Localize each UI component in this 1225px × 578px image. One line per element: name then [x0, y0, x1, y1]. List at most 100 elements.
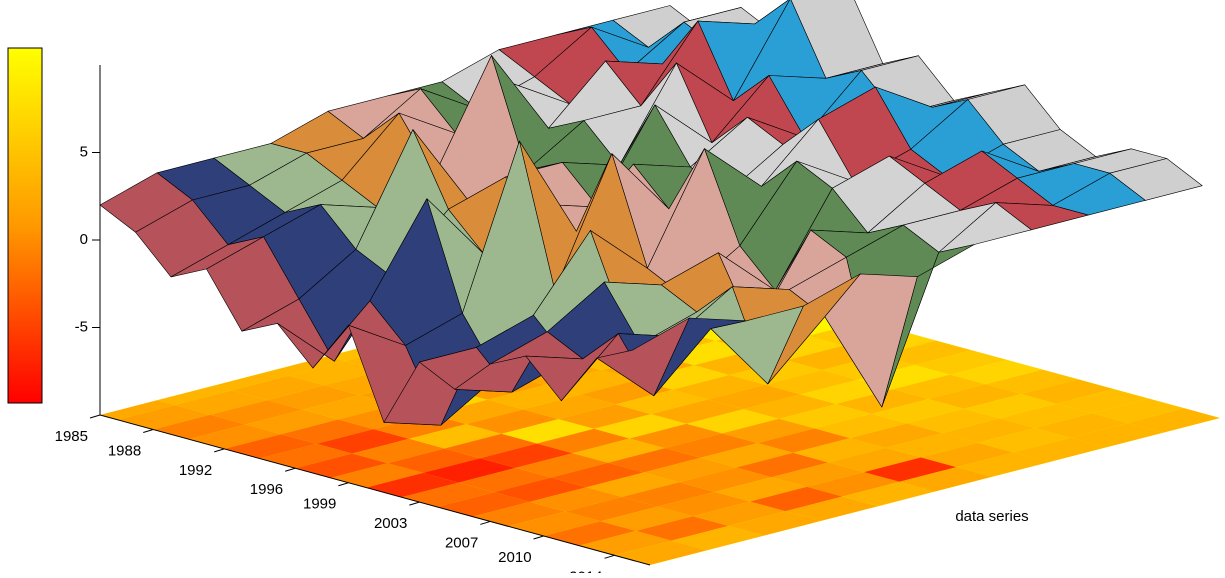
heatmap-cell [188, 424, 282, 449]
heatmap-cell [672, 375, 766, 400]
heatmap-cell [985, 369, 1079, 394]
z-tick-label: 0 [80, 231, 88, 248]
heatmap-cell [1070, 423, 1163, 448]
z-tick-label: -5 [75, 318, 88, 335]
heatmap-cell [1092, 398, 1185, 423]
heatmap-cell [914, 350, 1008, 375]
heatmap-cell [409, 424, 502, 449]
heatmap-cell [871, 399, 965, 424]
heatmap-cell [352, 438, 445, 464]
heatmap-cell [117, 405, 211, 430]
heatmap-cell [157, 385, 232, 406]
heatmap-cell [281, 419, 374, 444]
heatmap-cell [757, 428, 851, 453]
heatmap-cell [1021, 379, 1114, 404]
heatmap-cell [864, 457, 957, 482]
heatmap-cell [586, 472, 680, 497]
heatmap-cell [466, 409, 559, 434]
x-tick [338, 482, 349, 487]
heatmap-cell [523, 394, 616, 420]
x-tick [480, 520, 491, 525]
heatmap-cell [885, 433, 978, 458]
heatmap-cell [657, 491, 750, 517]
x-tick-label: 2010 [498, 549, 531, 566]
heatmap-cell [879, 340, 972, 365]
heatmap-cell [444, 433, 538, 459]
x-axis [99, 414, 651, 566]
x-tick [285, 467, 296, 472]
heatmap-cell [793, 438, 886, 463]
heatmap-cell [629, 423, 723, 449]
heatmap-cell [665, 433, 758, 458]
heatmap-cell [316, 429, 410, 454]
heatmap-cell [714, 477, 807, 502]
heatmap-cell [288, 361, 382, 386]
heatmap-cell [366, 472, 459, 498]
heatmap-cell [828, 447, 921, 473]
heatmap-cell [614, 540, 707, 565]
heatmap-cell [245, 409, 339, 435]
heatmap-cell [224, 434, 317, 459]
heatmap-cell [472, 501, 566, 527]
heatmap-cell [899, 467, 992, 492]
heatmap-cell [210, 400, 303, 425]
heatmap-cell [153, 414, 246, 440]
heatmap-cell [1013, 437, 1106, 463]
heatmap-cell [529, 487, 623, 512]
heatmap-cell [302, 395, 396, 420]
heatmap-cell [736, 452, 829, 478]
heatmap-cell [671, 525, 764, 551]
x-tick [214, 448, 225, 453]
x-tick-label: 2003 [374, 515, 407, 532]
heatmap-cell [807, 472, 900, 497]
heatmap-cell [480, 443, 573, 468]
heatmap-cell [267, 385, 360, 410]
heatmap-cell [401, 482, 495, 507]
heatmap-cell [907, 408, 1000, 434]
heatmap-cell [551, 462, 644, 488]
heatmap-cell [572, 438, 666, 463]
x-tick [604, 554, 615, 559]
heatmap-cell [423, 458, 516, 483]
x-tick-label: 1999 [303, 496, 336, 513]
heatmap-cell [956, 452, 1049, 477]
heatmap-cell [722, 418, 815, 444]
heatmap-cell [651, 399, 744, 424]
heatmap-cell [728, 511, 821, 536]
heatmap-cell [950, 359, 1043, 385]
heatmap-cell [594, 414, 687, 439]
heatmap-cell [458, 467, 552, 493]
heatmap-cell [693, 501, 786, 526]
x-tick [409, 501, 420, 506]
heatmap-cell [1056, 389, 1149, 414]
z-tick-label: 5 [80, 143, 88, 160]
heatmap-cell [964, 394, 1057, 419]
heatmap-cell [430, 399, 524, 425]
heatmap-cell [708, 384, 801, 410]
heatmap-cell [622, 482, 715, 507]
heatmap-cell [679, 467, 772, 492]
heatmap-cell [508, 511, 601, 536]
x-tick [143, 429, 154, 433]
heatmap-cell [330, 463, 424, 488]
heatmap-cell [231, 375, 325, 401]
x-tick-label: 2007 [445, 534, 478, 551]
heatmap-cell [1127, 408, 1220, 433]
heatmap-cell [978, 428, 1071, 453]
heatmap-cell [636, 516, 729, 541]
heatmap-cell [921, 442, 1014, 468]
heatmap-cell [558, 404, 652, 429]
heatmap-cell [928, 384, 1022, 409]
heatmap-cell [214, 370, 289, 391]
heatmap-cell [1035, 413, 1128, 438]
heatmap-cell [271, 356, 346, 376]
surface-patch [596, 317, 690, 397]
heatmap-cell [608, 448, 701, 473]
heatmap-cell [765, 370, 858, 395]
heatmap-cell [565, 496, 658, 522]
heatmap-cell [295, 453, 388, 478]
heatmap-cell [579, 530, 672, 556]
heatmap-cell [174, 390, 268, 415]
heatmap-cell [686, 409, 780, 434]
